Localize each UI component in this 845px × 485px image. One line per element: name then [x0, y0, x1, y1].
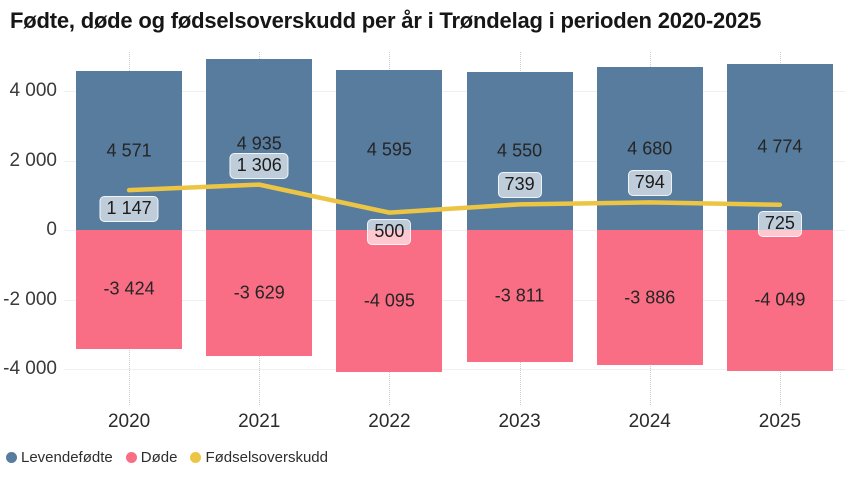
line-value-label: 500 [367, 218, 412, 245]
bar-value-label: -4 095 [363, 290, 415, 311]
bar-value-label: 4 595 [366, 139, 412, 160]
gridline-horizontal [64, 230, 845, 231]
gridline-horizontal [64, 91, 845, 92]
bar-value-label: 4 774 [757, 136, 803, 157]
x-axis-label: 2021 [238, 411, 281, 432]
line-value-label: 794 [627, 170, 672, 197]
legend-marker-circle [125, 452, 137, 463]
y-axis-tick-label: 0 [46, 219, 57, 240]
y-axis-tick-label: -4 000 [3, 358, 57, 379]
bar-dode-2025[interactable] [726, 230, 833, 371]
bar-value-label: 4 550 [497, 140, 543, 161]
bar-value-label: -4 049 [754, 289, 806, 310]
y-axis-tick-label: 4 000 [9, 80, 57, 101]
bar-dode-2020[interactable] [76, 230, 183, 349]
gridline-horizontal [64, 160, 845, 162]
x-axis-label: 2020 [107, 411, 151, 432]
gridline-horizontal [64, 369, 845, 370]
x-axis-label: 2023 [498, 411, 541, 432]
bar-value-label: 4 935 [236, 133, 282, 154]
bar-value-label: -3 811 [494, 285, 545, 306]
bar-dode-2022[interactable] [336, 230, 443, 373]
bar-value-label: 4 680 [627, 138, 673, 159]
bar-dode-2021[interactable] [206, 230, 313, 357]
bar-value-label: -3 886 [624, 287, 676, 308]
legend-item-døde[interactable]: Døde [125, 449, 178, 466]
legend-item-fødselsoverskudd[interactable]: Fødselsoverskudd [190, 449, 328, 466]
line-value-label: 725 [757, 210, 802, 237]
legend-item-label: Levendefødte [21, 449, 113, 466]
bar-dode-2024[interactable] [596, 230, 703, 366]
x-axis-label: 2022 [368, 411, 411, 432]
legend-item-levendefødte[interactable]: Levendefødte [6, 449, 113, 466]
legend: Levendefødte Døde Fødselsoverskudd [6, 449, 328, 466]
line-value-label: 739 [497, 172, 542, 199]
legend-marker-circle [190, 452, 202, 463]
legend-item-label: Døde [140, 449, 178, 466]
bar-value-label: -3 424 [103, 278, 155, 299]
bar-dode-2023[interactable] [466, 230, 573, 363]
y-axis-tick-label: -2 000 [3, 288, 57, 310]
y-axis-tick-label: 2 000 [9, 149, 57, 171]
bar-value-label: -3 629 [233, 282, 285, 303]
gridline-horizontal [64, 299, 845, 301]
bar-value-label: 4 571 [106, 140, 152, 161]
x-axis-label: 2025 [758, 411, 802, 432]
x-axis-label: 2024 [628, 411, 671, 432]
legend-item-label: Fødselsoverskudd [205, 449, 328, 466]
chart-title: Fødte, døde og fødselsoverskudd per år i… [10, 8, 762, 33]
line-value-label: 1 147 [99, 196, 159, 223]
line-value-label: 1 306 [229, 152, 289, 179]
legend-marker-circle [6, 452, 17, 463]
